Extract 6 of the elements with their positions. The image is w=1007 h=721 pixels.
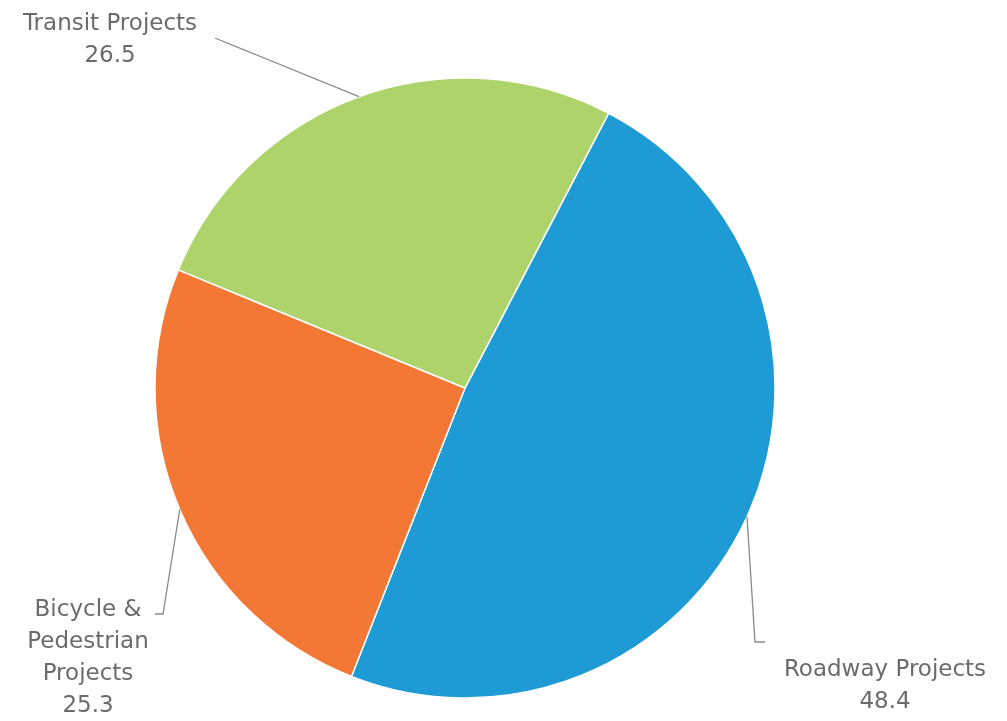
data-label: 48.4 [859, 687, 911, 713]
slice-label: Roadway Projects [783, 655, 987, 681]
data-label: 26.5 [84, 41, 136, 67]
slice-label: Bicycle & Pedestrian Projects [27, 595, 149, 685]
slice-label: Transit Projects [21, 9, 198, 35]
data-label: 25.3 [62, 691, 114, 717]
